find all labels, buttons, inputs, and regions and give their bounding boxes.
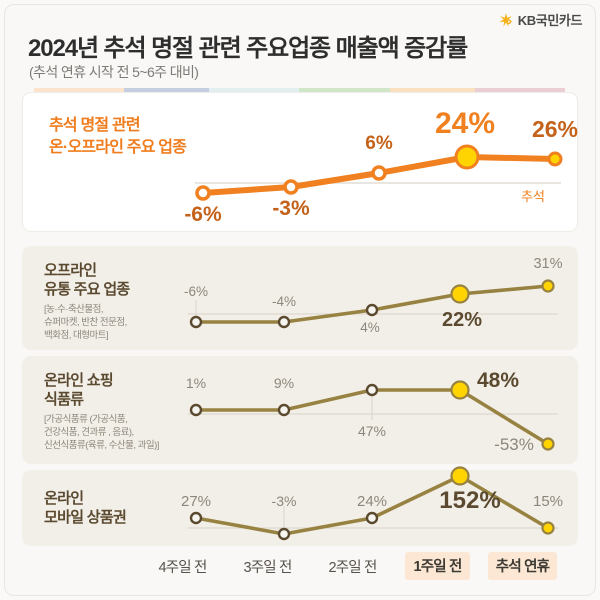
axis-tick-4: 추석 연휴 [480,552,565,580]
panel-4-label: 온라인 모바일 상품권 [44,490,127,526]
panel-4-plot: 27% -3% 24% 152% 15% [170,456,570,548]
panel-1-point-4 [547,151,563,167]
panel-1-point-1 [283,179,299,195]
panel-1-value-0: -6% [184,203,222,226]
panel-1-value-1: -3% [272,197,310,220]
strip-segment [34,88,125,95]
panel-1-label: 추석 명절 관련 온·오프라인 주요 업종 [49,117,187,156]
panel-1-value-2: 6% [365,133,393,154]
kb-brand-logo: KB국민카드 [498,10,582,29]
panel-4-value-4: 15% [533,493,563,510]
panel-3-value-1: 9% [274,375,294,391]
panel-2-value-3: 22% [442,309,482,331]
panel-4-point-4 [541,521,555,535]
panel-3-value-3: 48% [477,369,519,392]
kb-star-icon [499,12,513,27]
panel-1-point-3-highlight [454,144,480,170]
panel-2-label: 오프라인 유통 주요 업종 [44,262,130,298]
strip-segment [124,88,210,95]
page-title: 2024년 추석 명절 관련 주요업종 매출액 증감률 [28,35,468,62]
axis-tick-label: 3주일 전 [243,559,292,576]
panel-online-shopping-food: 온라인 쇼핑 식품류 [가공식품류 (가공식품, 건강식품, 견과류 , 음료)… [22,356,578,464]
panel-2-point-3-highlight [450,284,470,304]
panel-online-offline-major: 추석 명절 관련 온·오프라인 주요 업종 -6% -3% 6% 24% 26% [22,92,578,232]
panel-1-value-3: 24% [435,107,495,140]
panel-4-point-1 [277,527,291,541]
panel-offline-distribution: 오프라인 유통 주요 업종 [농·수·축산물점, 슈퍼마켓, 반찬 전문점, 백… [22,246,578,350]
strip-segment [474,88,565,95]
axis-tick-2: 2주일 전 [310,553,395,579]
axis-tick-label: 2주일 전 [328,559,377,576]
x-axis-tick-labels: 4주일 전 3주일 전 2주일 전 1주일 전 추석 연휴 [140,552,565,580]
panel-2-point-1 [277,315,291,329]
panel-2-value-1: -4% [272,294,296,309]
panel-2-value-0: -6% [184,284,208,299]
panel-1-annotation-chuseok: 추석 [521,189,545,204]
panel-1-point-2 [371,165,387,181]
axis-tick-1: 3주일 전 [225,553,310,579]
panel-2-value-2: 4% [360,320,380,335]
panel-4-value-0: 27% [181,493,211,510]
panel-online-mobile-voucher: 온라인 모바일 상품권 27% -3% 24% 152% 15% [22,466,578,546]
panel-3-value-0: 1% [186,375,206,391]
panel-3-point-4 [541,437,555,451]
decorative-color-strip [34,88,565,95]
panel-2-value-4: 31% [533,256,562,272]
panel-3-point-2 [365,383,379,397]
panel-2-plot: -6% -4% 4% 22% 31% [170,252,570,348]
panel-4-point-0 [189,511,203,525]
strip-segment [389,88,475,95]
panel-3-value-2: 47% [358,423,386,439]
axis-tick-label: 4주일 전 [158,559,207,576]
axis-tick-label: 추석 연휴 [487,552,558,580]
panel-4-point-3-highlight [450,466,470,486]
panel-4-value-1: -3% [272,493,297,509]
panel-4-point-2 [365,511,379,525]
panel-2-point-2 [365,303,379,317]
panel-3-value-4: -53% [494,435,534,454]
panel-2-point-4 [541,279,555,293]
panel-3-plot: 1% 9% 47% 48% -53% [170,364,570,464]
panel-3-point-0 [189,403,203,417]
axis-tick-label: 1주일 전 [405,552,470,580]
strip-segment [209,88,300,95]
panel-2-caption: [농·수·축산물점, 슈퍼마켓, 반찬 전문점, 백화점, 대형마트] [44,304,127,341]
page-subtitle: (추석 연휴 시작 전 5~6주 대비) [29,64,199,80]
panel-1-point-0 [195,185,211,201]
panel-4-value-3: 152% [439,487,500,514]
panel-3-point-3-highlight [450,380,470,400]
axis-tick-0: 4주일 전 [140,553,225,579]
axis-tick-3: 1주일 전 [395,552,480,580]
panel-4-value-2: 24% [357,493,387,510]
panel-2-point-0 [189,315,203,329]
panel-1-plot: -6% -3% 6% 24% 26% 추석 [181,101,578,229]
panel-3-caption: [가공식품류 (가공식품, 건강식품, 견과류 , 음료), 신선식품류(육류,… [44,414,159,451]
brand-name: KB국민카드 [517,13,583,28]
strip-segment [299,88,390,95]
panel-3-label: 온라인 쇼핑 식품류 [44,372,114,408]
panel-1-value-4: 26% [532,116,578,142]
panel-3-point-1 [277,403,291,417]
